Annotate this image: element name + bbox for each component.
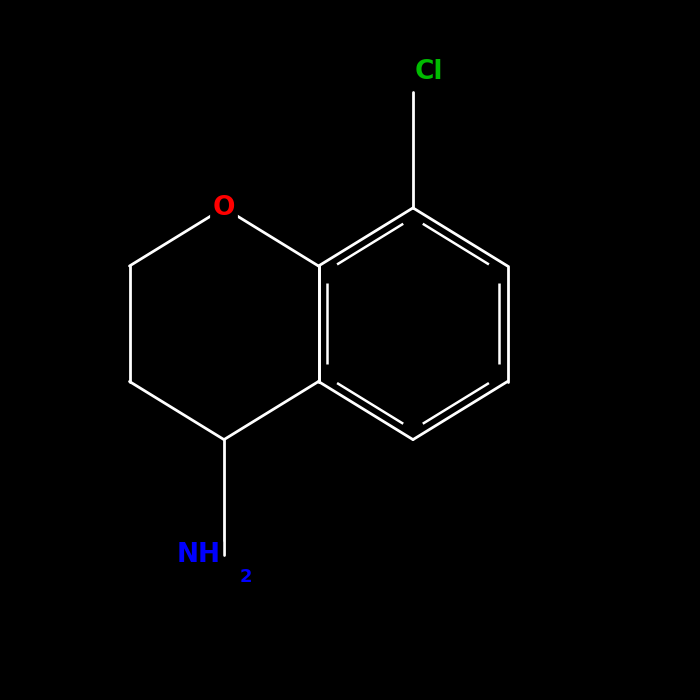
Text: O: O	[213, 195, 235, 221]
Text: NH: NH	[176, 542, 220, 568]
Text: Cl: Cl	[415, 60, 444, 85]
Text: 2: 2	[239, 568, 252, 586]
